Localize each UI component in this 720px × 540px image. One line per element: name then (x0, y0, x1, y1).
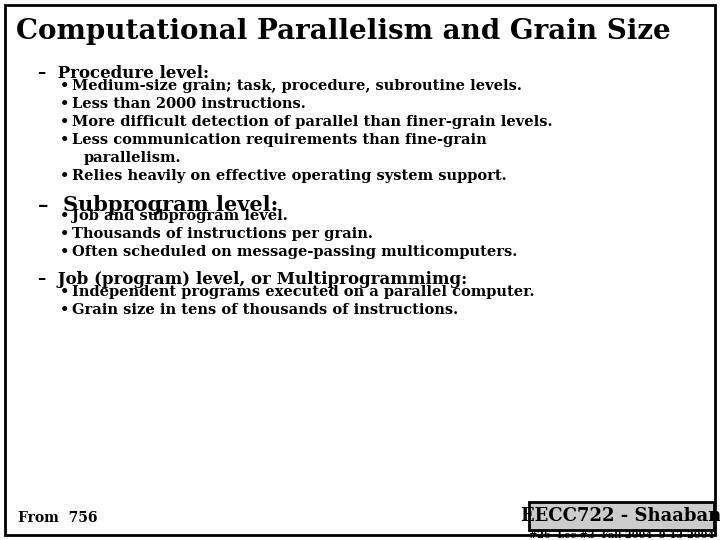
Text: Computational Parallelism and Grain Size: Computational Parallelism and Grain Size (16, 18, 671, 45)
Text: #26  Lec #3  Fall 2004  9-13-2004: #26 Lec #3 Fall 2004 9-13-2004 (529, 531, 714, 540)
Text: More difficult detection of parallel than finer-grain levels.: More difficult detection of parallel tha… (72, 115, 552, 129)
Text: Relies heavily on effective operating system support.: Relies heavily on effective operating sy… (72, 169, 507, 183)
Text: Often scheduled on message-passing multicomputers.: Often scheduled on message-passing multi… (72, 245, 517, 259)
Text: Job and subprogram level.: Job and subprogram level. (72, 209, 288, 223)
Text: •: • (60, 133, 69, 147)
Text: Thousands of instructions per grain.: Thousands of instructions per grain. (72, 227, 373, 241)
Text: EECC722 - Shaaban: EECC722 - Shaaban (521, 507, 720, 525)
Text: –  Subprogram level:: – Subprogram level: (38, 195, 278, 215)
Bar (529, 502, 714, 530)
Text: –  Procedure level:: – Procedure level: (38, 65, 209, 82)
Text: Less communication requirements than fine-grain: Less communication requirements than fin… (72, 133, 487, 147)
Text: •: • (60, 303, 69, 317)
Text: –  Job (program) level, or Multiprogrammimg:: – Job (program) level, or Multiprogrammi… (38, 271, 467, 288)
Text: •: • (60, 169, 69, 183)
Text: •: • (60, 285, 69, 299)
Text: Medium-size grain; task, procedure, subroutine levels.: Medium-size grain; task, procedure, subr… (72, 79, 522, 93)
Text: •: • (60, 209, 69, 223)
Text: From  756: From 756 (18, 511, 97, 525)
Text: •: • (60, 227, 69, 241)
Text: Independent programs executed on a parallel computer.: Independent programs executed on a paral… (72, 285, 534, 299)
Text: •: • (60, 97, 69, 111)
Text: •: • (60, 79, 69, 93)
Text: Less than 2000 instructions.: Less than 2000 instructions. (72, 97, 306, 111)
Text: Grain size in tens of thousands of instructions.: Grain size in tens of thousands of instr… (72, 303, 458, 317)
Text: parallelism.: parallelism. (84, 151, 181, 165)
Text: •: • (60, 115, 69, 129)
Text: •: • (60, 245, 69, 259)
